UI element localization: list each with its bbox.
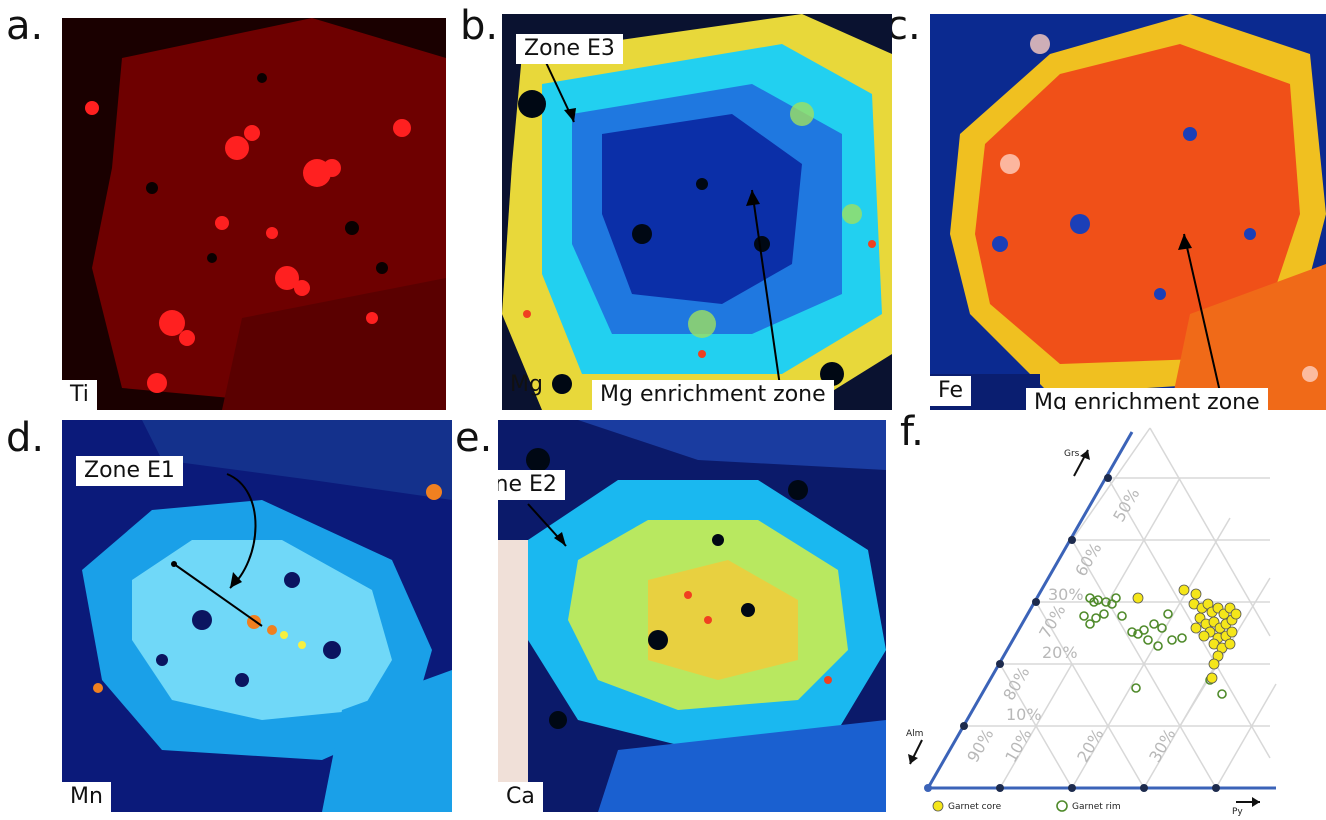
element-label-fe: Fe xyxy=(930,376,971,407)
element-label-ca: Ca xyxy=(498,781,543,812)
py-tick-30: 30% xyxy=(1145,725,1179,765)
panel-label-f: f. xyxy=(900,409,924,455)
alm-tick-70: 70% xyxy=(1035,601,1069,641)
ternary-grid xyxy=(964,427,1277,789)
element-label-mn: Mn xyxy=(62,781,111,812)
ternary-diagram: 10% 20% 30% 50% 90% 80% 70% 60% 10% 20% … xyxy=(900,418,1320,820)
core-points xyxy=(1132,584,1242,684)
zone-e1-label: Zone E1 xyxy=(76,456,183,487)
grs-tick-10: 10% xyxy=(1006,705,1042,724)
zone-e2-label: Zone E2 xyxy=(498,470,565,501)
panel-label-b: b. xyxy=(460,3,499,49)
grs-tick-50: 50% xyxy=(1109,485,1143,525)
grs-apex-label: Grs xyxy=(1064,449,1080,459)
panel-label-e: e. xyxy=(455,415,493,461)
rim-points xyxy=(1079,593,1227,699)
legend-core: Garnet core xyxy=(948,802,1002,812)
legend-rim: Garnet rim xyxy=(1072,802,1121,812)
py-tick-20: 20% xyxy=(1073,725,1107,765)
mg-map-image: Zone E3 Mg enrichment zone Mg xyxy=(502,14,892,410)
ca-map-image: Zone E2 Ca xyxy=(498,420,886,812)
mg-enrichment-label-b: Mg enrichment zone xyxy=(592,380,834,410)
mg-enrichment-label-c: Mg enrichment zone xyxy=(1026,388,1268,410)
alm-tick-90: 90% xyxy=(963,725,997,765)
grs-tick-20: 20% xyxy=(1042,643,1078,662)
alm-tick-80: 80% xyxy=(999,663,1033,703)
mn-map-image: Zone E1 Mn xyxy=(62,420,452,812)
element-label-mg: Mg xyxy=(510,372,543,397)
alm-tick-60: 60% xyxy=(1071,539,1105,579)
element-label-ti: Ti xyxy=(62,379,97,410)
panel-label-d: d. xyxy=(6,415,45,461)
zone-e3-label: Zone E3 xyxy=(516,34,623,65)
fe-map-image: Mg enrichment zone Fe xyxy=(930,14,1326,410)
py-apex-label: Py xyxy=(1232,807,1243,816)
panel-label-a: a. xyxy=(6,3,44,49)
py-tick-10: 10% xyxy=(1001,725,1035,765)
ti-map-image: Ti xyxy=(62,18,446,410)
alm-apex-label: Alm xyxy=(906,729,923,739)
grs-tick-30: 30% xyxy=(1048,585,1084,604)
